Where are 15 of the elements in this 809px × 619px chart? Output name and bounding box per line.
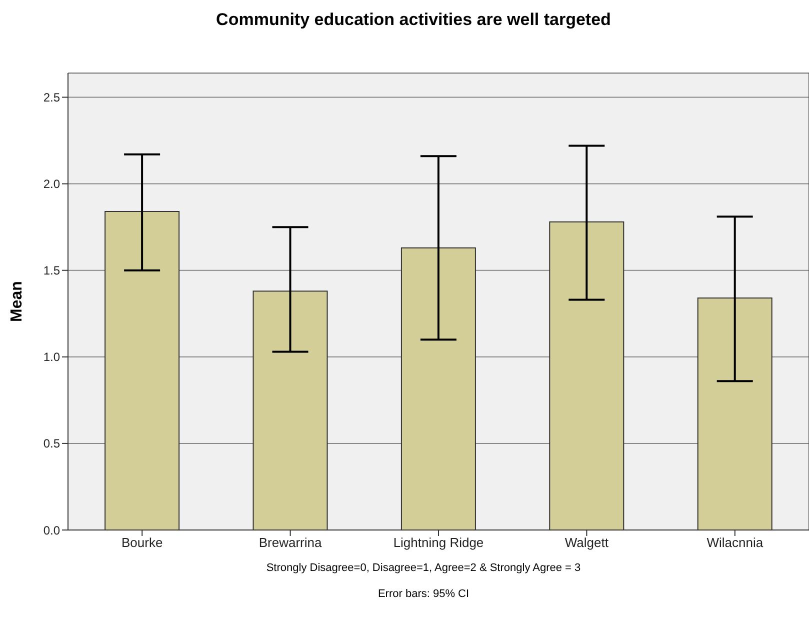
y-tick-label: 2.0 bbox=[43, 177, 60, 192]
y-axis-title: Mean bbox=[8, 281, 26, 322]
x-tick-label: Walgett bbox=[564, 535, 609, 550]
text: Strongly Disagree=0, Disagree=1, Agree=2 & Strongly Agree = 3 bbox=[265, 562, 582, 574]
x-tick-label: Brewarrina bbox=[258, 535, 322, 550]
y-tick-label: 2.5 bbox=[43, 90, 60, 104]
chart-title: Community education activities are well targeted bbox=[215, 9, 612, 31]
text: Error bars: 95% CI bbox=[376, 588, 470, 600]
x-tick-label: Lightning Ridge bbox=[393, 535, 484, 550]
y-tick-label: 0.5 bbox=[43, 436, 60, 451]
x-tick-label: Bourke bbox=[122, 535, 163, 550]
y-tick-label: 1.0 bbox=[43, 350, 60, 364]
y-tick-label: 0.0 bbox=[43, 523, 60, 538]
x-tick-label: Wilacnnia bbox=[706, 535, 764, 550]
y-tick-label: 1.5 bbox=[43, 264, 60, 278]
